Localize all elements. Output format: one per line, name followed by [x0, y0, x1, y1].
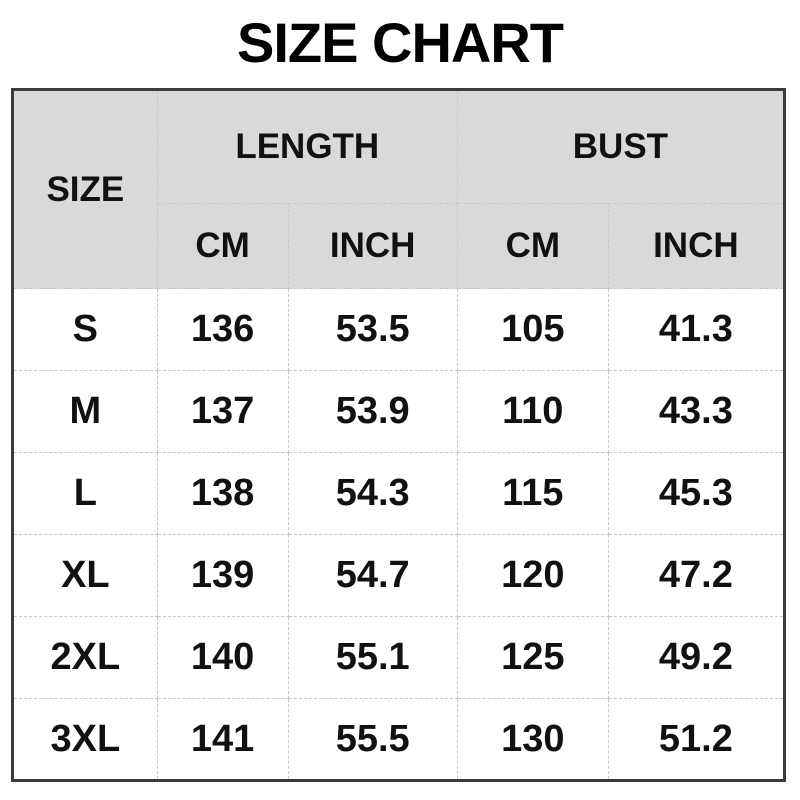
bust-cm-cell: 105 — [456, 288, 609, 371]
size-cell: M — [12, 370, 158, 453]
bust-cm-cell: 110 — [456, 370, 609, 453]
table-row-s: S 136 53.5 105 41.3 — [12, 288, 786, 371]
table-row-l: L 138 54.3 115 45.3 — [12, 452, 786, 535]
length-inch-cell: 54.7 — [287, 534, 458, 617]
bust-cm-cell: 115 — [456, 452, 609, 535]
col-header-length: LENGTH — [156, 89, 458, 204]
table-row-m: M 137 53.9 110 43.3 — [12, 370, 786, 453]
bust-inch-cell: 51.2 — [607, 698, 786, 781]
table-row-2xl: 2XL 140 55.1 125 49.2 — [12, 616, 786, 699]
col-subheader-length-inch: INCH — [287, 203, 458, 289]
table-header: SIZE LENGTH BUST CM INCH CM INCH — [12, 89, 786, 289]
header-group-row: SIZE LENGTH BUST — [12, 89, 786, 289]
bust-cm-cell: 130 — [456, 698, 609, 781]
bust-cm-cell: 120 — [456, 534, 609, 617]
length-cm-cell: 137 — [156, 370, 289, 453]
size-cell: 3XL — [12, 698, 158, 781]
length-inch-cell: 53.5 — [287, 288, 458, 371]
length-inch-cell: 53.9 — [287, 370, 458, 453]
length-inch-cell: 55.5 — [287, 698, 458, 781]
col-subheader-bust-cm: CM — [456, 203, 609, 289]
col-header-bust: BUST — [456, 89, 786, 204]
header-unit-row: CM INCH CM INCH — [13, 203, 786, 289]
col-header-size: SIZE — [12, 89, 158, 289]
table-row-xl: XL 139 54.7 120 47.2 — [12, 534, 786, 617]
length-cm-cell: 136 — [156, 288, 289, 371]
bust-inch-cell: 47.2 — [607, 534, 786, 617]
bust-inch-cell: 45.3 — [607, 452, 786, 535]
size-cell: S — [12, 288, 158, 371]
size-chart-table: SIZE LENGTH BUST CM INCH CM INCH S 136 5… — [11, 88, 786, 782]
length-cm-cell: 138 — [156, 452, 289, 535]
col-subheader-bust-inch: INCH — [607, 203, 786, 289]
length-inch-cell: 54.3 — [287, 452, 458, 535]
bust-inch-cell: 41.3 — [607, 288, 786, 371]
table-body: S 136 53.5 105 41.3 M 137 53.9 110 43.3 … — [12, 288, 786, 781]
bust-inch-cell: 43.3 — [607, 370, 786, 453]
length-cm-cell: 139 — [156, 534, 289, 617]
size-cell: L — [12, 452, 158, 535]
size-cell: XL — [12, 534, 158, 617]
col-subheader-length-cm: CM — [156, 203, 289, 289]
length-cm-cell: 140 — [156, 616, 289, 699]
bust-inch-cell: 49.2 — [607, 616, 786, 699]
size-cell: 2XL — [12, 616, 158, 699]
page-title: SIZE CHART — [237, 11, 564, 74]
length-cm-cell: 141 — [156, 698, 289, 781]
bust-cm-cell: 125 — [456, 616, 609, 699]
table-row-3xl: 3XL 141 55.5 130 51.2 — [12, 698, 786, 781]
length-inch-cell: 55.1 — [287, 616, 458, 699]
